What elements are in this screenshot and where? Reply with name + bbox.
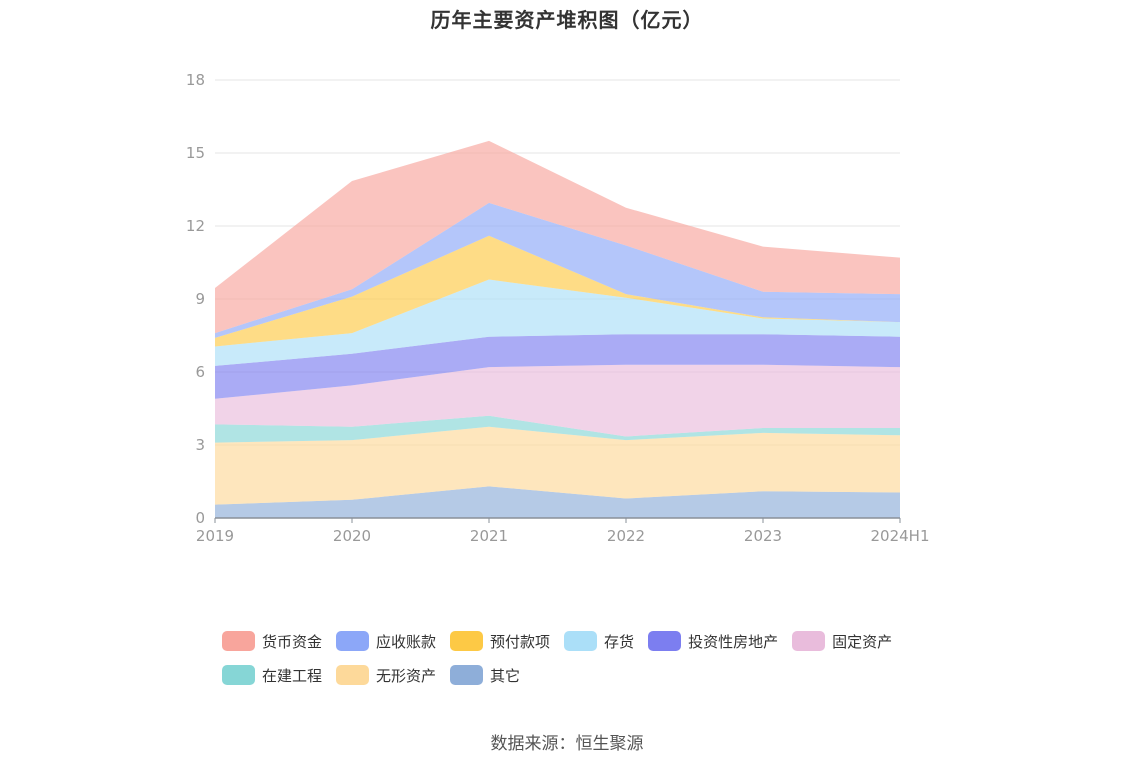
x-tick-label: 2019: [196, 527, 234, 545]
legend-label: 预付款项: [490, 632, 551, 651]
area-series: [215, 202, 900, 338]
area-series: [215, 415, 900, 443]
chart-legend: 货币资金 应收账款 预付款项 存货 投资性房地产 固定资产在建工程 无形资产 其它: [222, 630, 942, 686]
legend-swatch: [648, 631, 682, 651]
legend-item[interactable]: 在建工程: [222, 664, 322, 686]
stacked-area-chart: 0 3 6 9 12 15 18 2019 2020 2021 2022 2023 2024H1: [186, 71, 930, 545]
legend-swatch: [336, 665, 370, 685]
x-tick-label: 2024H1: [871, 527, 930, 545]
y-tick-label: 0: [195, 509, 205, 527]
legend-label: 应收账款: [376, 632, 437, 651]
legend-item[interactable]: 应收账款: [336, 630, 436, 652]
area-series: [215, 279, 900, 366]
legend-swatch: [222, 665, 255, 685]
legend-item[interactable]: 无形资产: [336, 664, 436, 686]
legend-label: 货币资金: [262, 632, 323, 651]
x-tick-label: 2020: [333, 527, 371, 545]
legend-label: 投资性房地产: [688, 632, 779, 651]
y-tick-label: 15: [186, 144, 205, 162]
legend-swatch: [450, 631, 484, 651]
y-tick-label: 6: [195, 363, 205, 381]
legend-label: 在建工程: [262, 666, 323, 685]
area-series: [215, 140, 900, 334]
y-tick-label: 18: [186, 71, 205, 89]
x-tick-label: 2022: [607, 527, 645, 545]
legend-label: 存货: [604, 632, 635, 651]
legend-swatch: [336, 631, 370, 651]
chart-title: 历年主要资产堆积图（亿元）: [430, 8, 704, 32]
legend-label: 其它: [490, 666, 521, 685]
legend-item[interactable]: 投资性房地产: [648, 630, 778, 652]
y-tick-label: 3: [195, 436, 205, 454]
y-tick-label: 12: [186, 217, 205, 235]
legend-item[interactable]: 预付款项: [450, 630, 550, 652]
legend-item[interactable]: 其它: [450, 664, 520, 686]
legend-label: 固定资产: [832, 632, 893, 651]
legend-swatch: [564, 631, 598, 651]
legend-item[interactable]: 货币资金: [222, 630, 322, 652]
legend-swatch: [450, 665, 484, 685]
area-series: [215, 426, 900, 505]
legend-item[interactable]: 固定资产: [792, 630, 892, 652]
area-series: [215, 486, 900, 518]
y-tick-label: 9: [195, 290, 205, 308]
legend-swatch: [792, 631, 826, 651]
legend-label: 无形资产: [376, 666, 437, 685]
x-tick-label: 2023: [744, 527, 782, 545]
area-series: [215, 235, 900, 347]
legend-item[interactable]: 存货: [564, 630, 634, 652]
data-source-note: 数据来源：恒生聚源: [490, 734, 644, 754]
x-tick-label: 2021: [470, 527, 508, 545]
area-series: [215, 364, 900, 437]
area-series: [215, 334, 900, 399]
legend-swatch: [222, 631, 255, 651]
